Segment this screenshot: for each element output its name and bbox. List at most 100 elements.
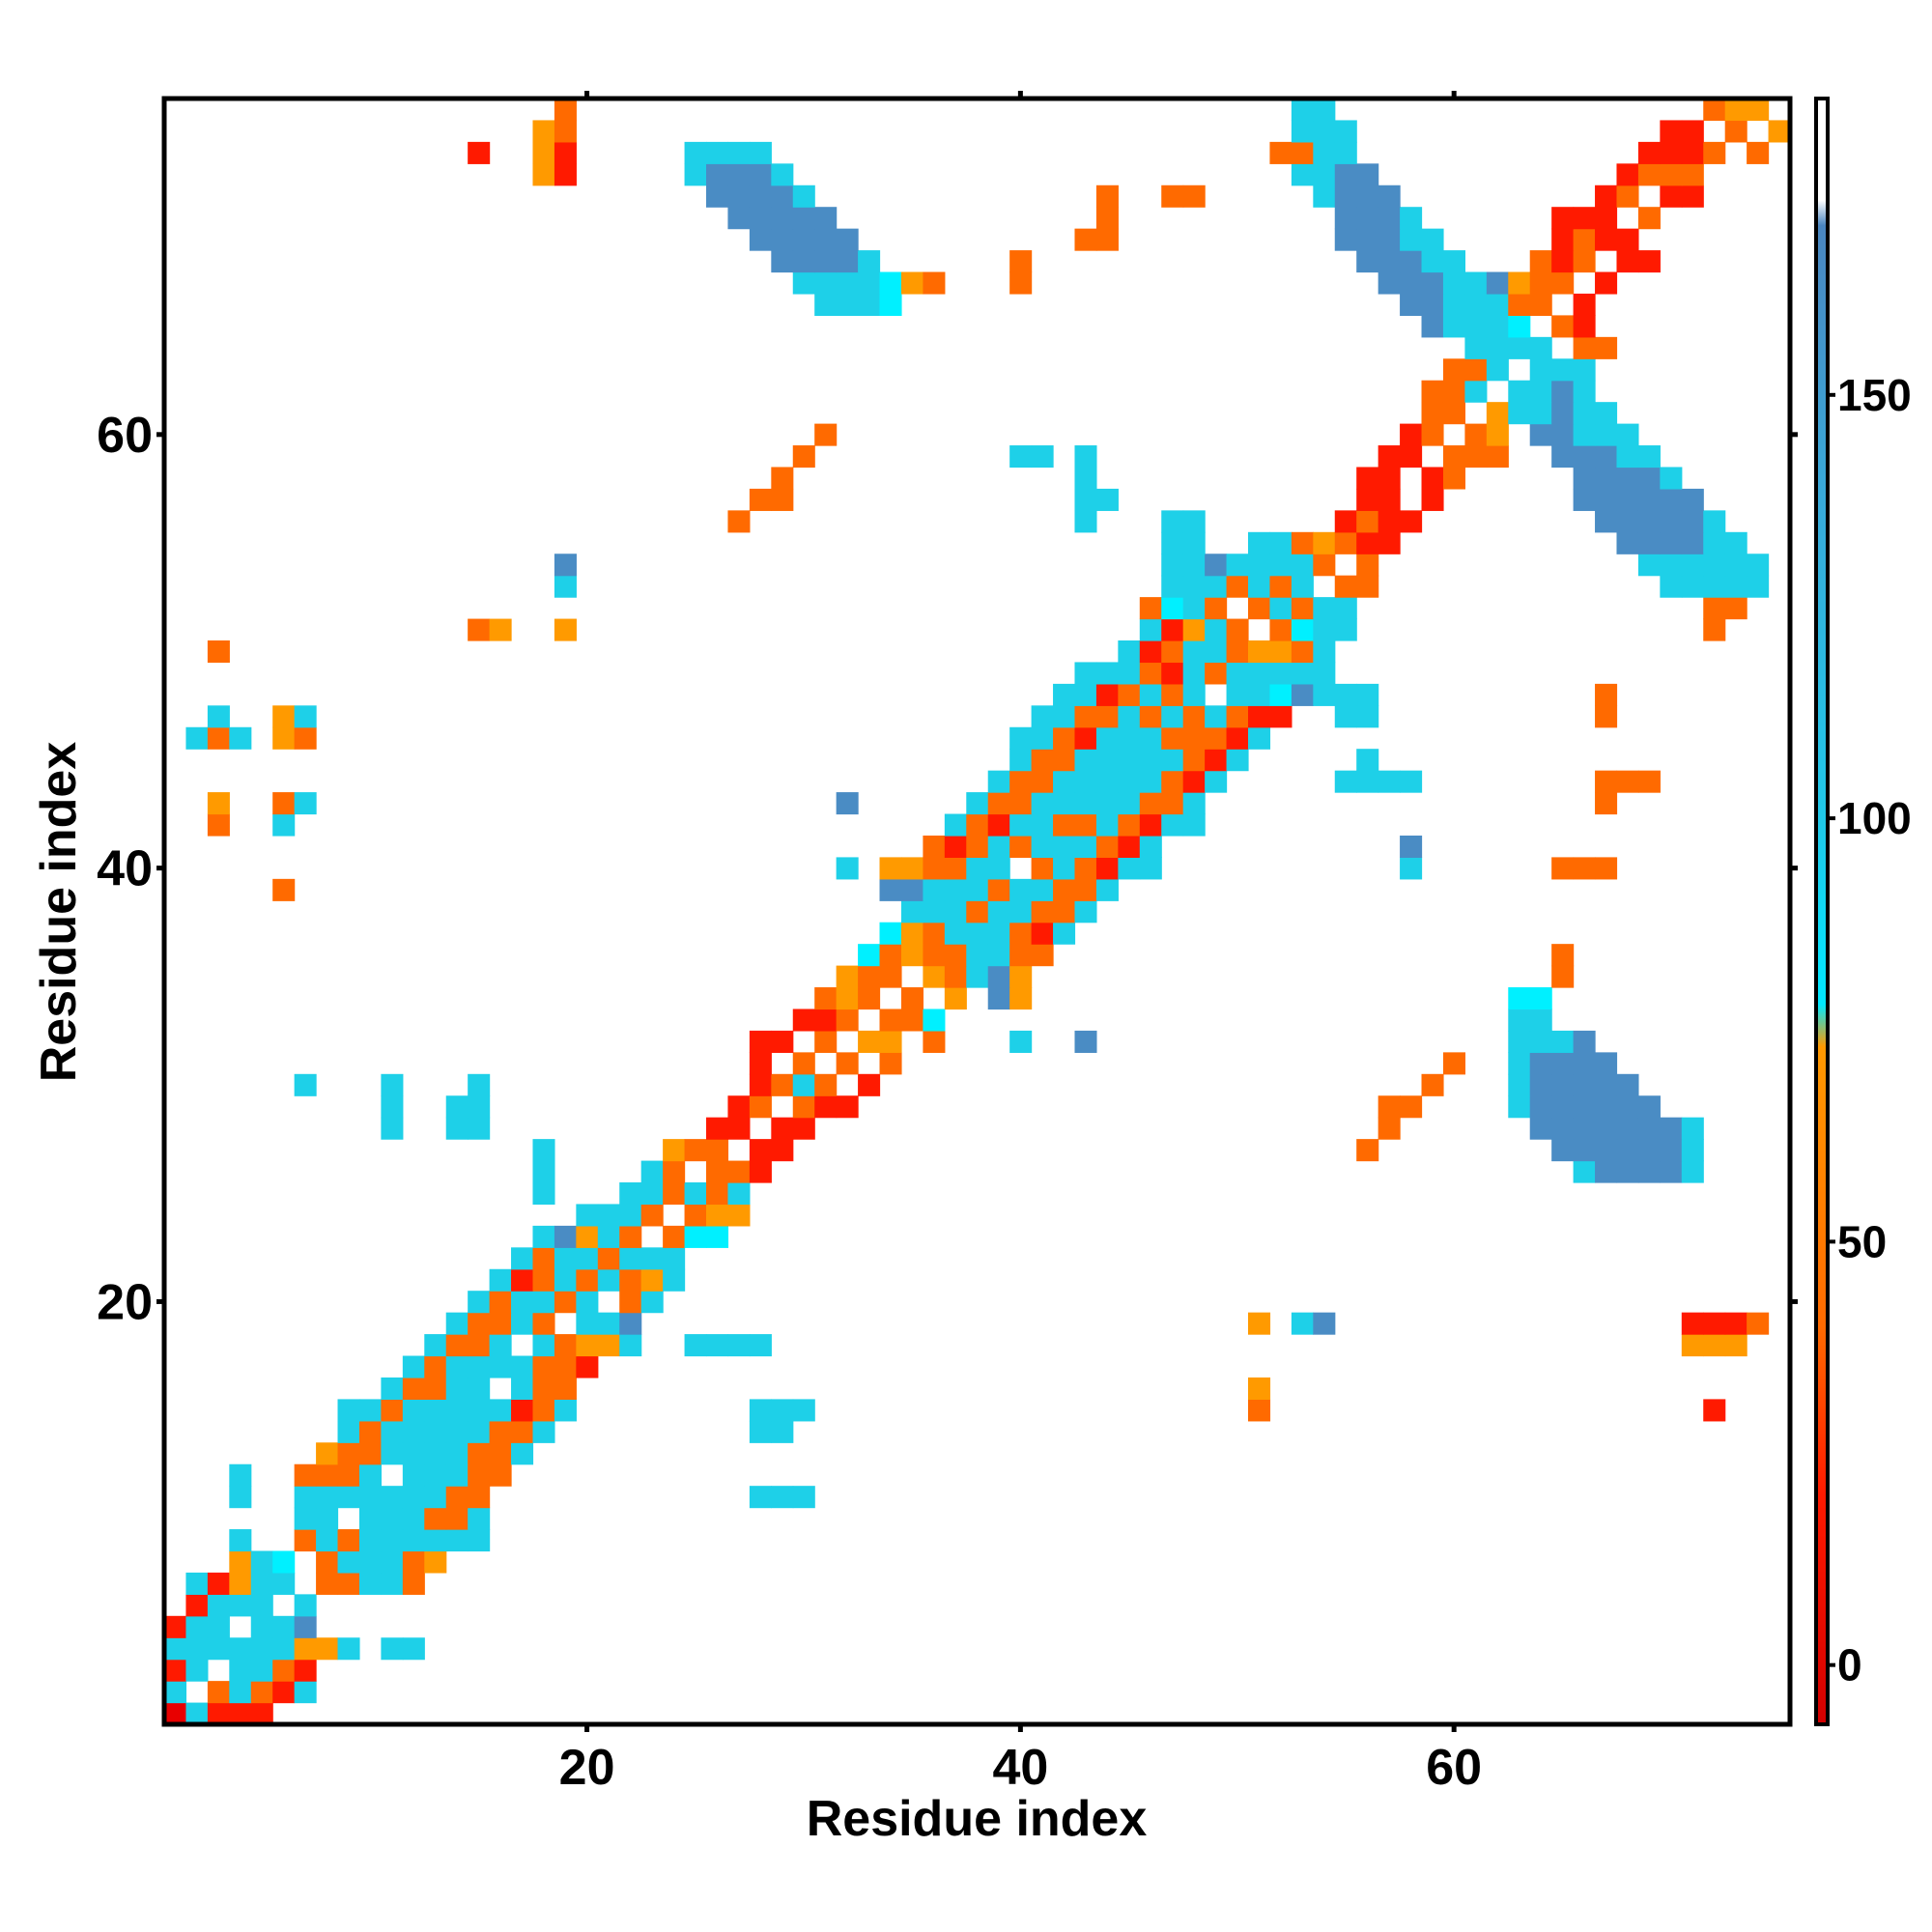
heatmap-cell (1529, 271, 1552, 295)
heatmap-cell (1573, 1160, 1596, 1183)
heatmap-cell (1616, 228, 1639, 251)
heatmap-cell (1616, 423, 1639, 446)
heatmap-cell (1248, 683, 1271, 706)
heatmap-cell (1464, 336, 1488, 359)
heatmap-cell (511, 1291, 534, 1314)
heatmap-cell (1334, 207, 1357, 230)
heatmap-cell (229, 1463, 252, 1487)
heatmap-cell (576, 1355, 599, 1378)
heatmap-cell (1464, 358, 1488, 382)
heatmap-cell (1378, 207, 1401, 230)
heatmap-cell (1486, 315, 1509, 338)
heatmap-cell (1356, 207, 1379, 230)
heatmap-cell (1486, 293, 1509, 316)
heatmap-cell (1095, 857, 1119, 880)
heatmap-cell (532, 1139, 555, 1162)
heatmap-cell (1291, 575, 1314, 598)
heatmap-cell (1248, 575, 1271, 598)
heatmap-cell (1573, 1073, 1596, 1096)
heatmap-cell (1334, 618, 1357, 641)
heatmap-cell (1182, 554, 1206, 577)
heatmap-cell (944, 922, 967, 945)
heatmap-cell (1573, 336, 1596, 359)
heatmap-cell (337, 1420, 360, 1443)
heatmap-cell (1356, 488, 1379, 511)
heatmap-cell (1031, 878, 1054, 901)
heatmap-cell (1551, 857, 1575, 880)
heatmap-cell (597, 1204, 620, 1227)
heatmap-cell (663, 1247, 686, 1270)
heatmap-cell (706, 1117, 729, 1140)
heatmap-cell (1378, 488, 1401, 511)
heatmap-cell (1226, 618, 1249, 641)
heatmap-cell (1095, 207, 1119, 230)
heatmap-cell (511, 1420, 534, 1443)
heatmap-cell (684, 1225, 707, 1248)
heatmap-cell (1226, 640, 1249, 664)
heatmap-cell (1205, 749, 1228, 772)
colorbar-tick-label: 100 (1837, 793, 1912, 843)
heatmap-cell (1053, 749, 1076, 772)
heatmap-cell (229, 726, 252, 750)
heatmap-cell (316, 1442, 339, 1465)
heatmap-cell (1660, 163, 1683, 186)
heatmap-cell (923, 1030, 946, 1053)
heatmap-cell (1074, 749, 1097, 772)
heatmap-cell (294, 1637, 317, 1661)
heatmap-cell (1269, 618, 1293, 641)
heatmap-cell (1118, 835, 1141, 858)
heatmap-cell (1486, 271, 1509, 295)
heatmap-cell (1182, 510, 1206, 533)
heatmap-cell (1616, 467, 1639, 490)
heatmap-cell (619, 1247, 642, 1270)
heatmap-cell (381, 1529, 404, 1552)
heatmap-cell (771, 1486, 794, 1509)
heatmap-cell (511, 1268, 534, 1292)
heatmap-cell (1378, 1117, 1401, 1140)
heatmap-cell (272, 813, 296, 837)
heatmap-cell (1118, 792, 1141, 815)
heatmap-cell (1421, 380, 1444, 403)
heatmap-cell (1616, 1160, 1639, 1183)
heatmap-cell (858, 965, 881, 988)
heatmap-cell (468, 1507, 491, 1530)
heatmap-cell (1421, 250, 1444, 273)
colorbar-tick-label: 0 (1837, 1640, 1862, 1690)
heatmap-cell (1595, 683, 1618, 706)
heatmap-cell (1703, 99, 1726, 122)
heatmap-cell (1595, 445, 1618, 469)
heatmap-cell (792, 271, 815, 295)
heatmap-cell (250, 1637, 273, 1661)
heatmap-cell (1442, 271, 1465, 295)
heatmap-cell (1616, 1139, 1639, 1162)
heatmap-cell (468, 1442, 491, 1465)
heatmap-cell (1595, 1139, 1618, 1162)
heatmap-cell (1118, 683, 1141, 706)
heatmap-cell (1053, 922, 1076, 945)
heatmap-cell (1095, 705, 1119, 728)
heatmap-cell (445, 1377, 469, 1400)
heatmap-cell (727, 185, 751, 208)
heatmap-cell (597, 1334, 620, 1357)
heatmap-cell (1681, 510, 1704, 533)
heatmap-cell (1551, 228, 1575, 251)
heatmap-cell (1313, 531, 1336, 554)
heatmap-cell (1595, 510, 1618, 533)
heatmap-cell (619, 1291, 642, 1314)
heatmap-cell (814, 1009, 838, 1032)
heatmap-cell (640, 1160, 664, 1183)
heatmap-cell (1573, 1052, 1596, 1075)
heatmap-cell (1313, 554, 1336, 577)
heatmap-cell (1205, 575, 1228, 598)
heatmap-cell (1616, 1095, 1639, 1119)
heatmap-cell (1464, 293, 1488, 316)
heatmap-cell (1248, 726, 1271, 750)
heatmap-cell (1291, 141, 1314, 164)
heatmap-cell (879, 271, 902, 295)
heatmap-cell (250, 1615, 273, 1638)
heatmap-cell (1291, 163, 1314, 186)
heatmap-cell (771, 1073, 794, 1096)
heatmap-cell (1182, 705, 1206, 728)
heatmap-cell (1182, 813, 1206, 837)
